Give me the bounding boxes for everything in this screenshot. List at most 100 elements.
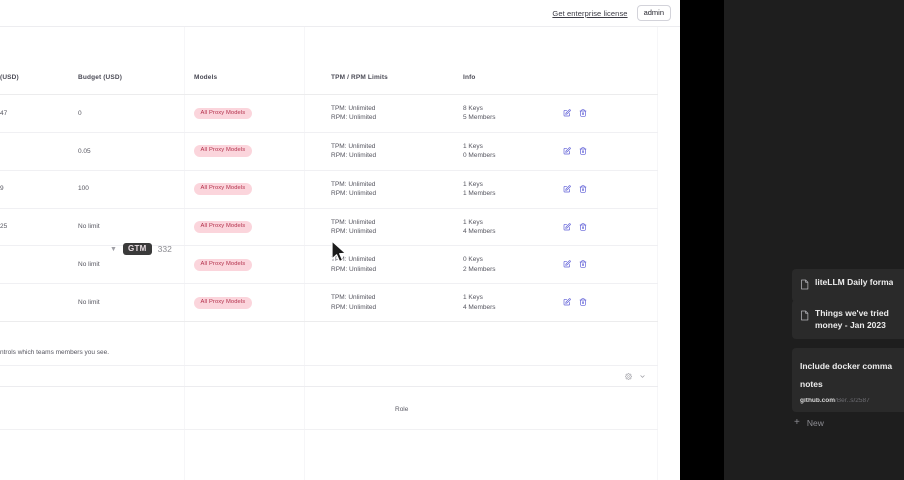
cell-budget: 0.05: [78, 131, 194, 171]
cell-actions: [563, 131, 658, 171]
column-header-models: Models: [194, 74, 218, 81]
models-badge: All Proxy Models: [194, 145, 252, 158]
teams-table-body: 47 0 All Proxy Models TPM: Unlimited RPM: Un…: [0, 94, 658, 323]
column-header-budget: Budget (USD): [78, 74, 123, 81]
notes-group-tag[interactable]: GTM: [122, 243, 152, 255]
cell-info: 0 Keys 2 Members: [463, 245, 563, 284]
cell-models: All Proxy Models: [194, 169, 331, 209]
rpm-limit: RPM: Unlimited: [331, 114, 377, 122]
caret-down-icon[interactable]: ▼: [110, 245, 117, 253]
plus-icon: +: [794, 417, 800, 428]
edit-pencil-icon[interactable]: [563, 260, 571, 268]
cell-actions: [563, 245, 658, 284]
cell-actions: [563, 283, 658, 323]
table-row[interactable]: 9 100 All Proxy Models TPM: Unlimited RPM: U…: [0, 169, 658, 209]
table-row[interactable]: 0.05 All Proxy Models TPM: Unlimited RPM: U…: [0, 131, 658, 171]
trash-icon[interactable]: [579, 109, 587, 117]
keys-count: 1 Keys: [463, 180, 483, 188]
trash-icon[interactable]: [579, 298, 587, 306]
cell-spend: 25: [0, 207, 78, 246]
keys-count: 1 Keys: [463, 218, 483, 226]
cell-limits: TPM: Unlimited RPM: Unlimited: [331, 245, 463, 284]
budget-value: 0: [78, 109, 82, 117]
keys-count: 0 Keys: [463, 256, 483, 264]
note-link-title: Include docker comma notes: [800, 361, 893, 389]
notes-group-header[interactable]: ▼ GTM 332: [110, 243, 172, 255]
spend-value: 25: [0, 223, 8, 231]
members-count: 2 Members: [463, 265, 496, 273]
table-row[interactable]: No limit All Proxy Models TPM: Unlimited RP…: [0, 245, 658, 284]
teams-table-container: (USD) Budget (USD) Models TPM / RPM Limi…: [0, 74, 658, 323]
edit-pencil-icon[interactable]: [563, 147, 571, 155]
budget-value: No limit: [78, 298, 100, 306]
rpm-limit: RPM: Unlimited: [331, 265, 377, 273]
cell-budget: No limit: [78, 207, 194, 246]
rpm-limit: RPM: Unlimited: [331, 152, 377, 160]
members-count: 0 Members: [463, 152, 496, 160]
note-item[interactable]: Things we've tried money - Jan 2023: [792, 300, 904, 339]
tpm-limit: TPM: Unlimited: [331, 142, 376, 150]
edit-pencil-icon[interactable]: [563, 184, 571, 193]
table-row[interactable]: 47 0 All Proxy Models TPM: Unlimited RPM: Un…: [0, 94, 658, 133]
spend-value: 47: [0, 109, 8, 117]
cell-limits: TPM: Unlimited RPM: Unlimited: [331, 131, 463, 171]
cell-spend: 47: [0, 94, 78, 133]
column-header-actions: [563, 74, 658, 95]
edit-pencil-icon[interactable]: [563, 298, 571, 306]
budget-value: 0.05: [78, 147, 91, 155]
tpm-limit: TPM: Unlimited: [331, 218, 376, 226]
top-bar: Get enterprise license admin: [0, 0, 680, 27]
cell-models: All Proxy Models: [194, 131, 331, 171]
tpm-limit: TPM: Unlimited: [331, 256, 376, 264]
cell-budget: 100: [78, 169, 194, 209]
keys-count: 1 Keys: [463, 142, 483, 150]
column-header-limits: TPM / RPM Limits: [331, 74, 388, 81]
admin-account-button[interactable]: admin: [636, 4, 671, 22]
models-badge: All Proxy Models: [194, 107, 252, 120]
members-column-header-2: [200, 392, 395, 430]
trash-icon[interactable]: [579, 260, 587, 269]
note-link-path: /Ber..s/2587: [835, 398, 870, 404]
chevron-down-icon[interactable]: [639, 367, 646, 385]
document-icon: [800, 277, 809, 295]
cell-limits: TPM: Unlimited RPM: Unlimited: [331, 207, 463, 246]
note-title: liteLLM Daily forma: [815, 277, 894, 287]
edit-pencil-icon[interactable]: [563, 222, 571, 231]
teams-header-row: (USD) Budget (USD) Models TPM / RPM Limi…: [0, 74, 658, 95]
note-link-item[interactable]: Include docker comma notes github.com/Be…: [792, 348, 904, 412]
new-note-label: New: [806, 417, 824, 428]
models-badge: All Proxy Models: [194, 296, 252, 309]
rpm-limit: RPM: Unlimited: [331, 190, 377, 198]
models-badge: All Proxy Models: [194, 221, 252, 233]
members-count: 1 Members: [463, 190, 496, 198]
cell-models: All Proxy Models: [194, 94, 331, 133]
get-enterprise-license-link[interactable]: Get enterprise license: [552, 8, 628, 18]
teams-table-head: (USD) Budget (USD) Models TPM / RPM Limi…: [0, 74, 658, 95]
trash-icon[interactable]: [579, 185, 587, 193]
models-badge: All Proxy Models: [194, 183, 252, 195]
gear-icon[interactable]: [625, 367, 632, 385]
trash-icon[interactable]: [579, 147, 587, 155]
edit-pencil-icon[interactable]: [563, 109, 571, 117]
cell-actions: [563, 207, 658, 246]
cell-budget: No limit: [78, 245, 194, 284]
notes-group-count: 332: [157, 243, 172, 254]
members-count: 5 Members: [463, 114, 496, 122]
budget-value: No limit: [78, 223, 100, 231]
models-badge: All Proxy Models: [194, 258, 252, 271]
tpm-limit: TPM: Unlimited: [331, 180, 376, 188]
table-row[interactable]: 25 No limit All Proxy Models TPM: Unlimited…: [0, 207, 658, 246]
trash-icon[interactable]: [579, 222, 587, 231]
note-link-url[interactable]: github.com/Ber..s/2587: [800, 398, 904, 405]
cell-info: 1 Keys 4 Members: [463, 283, 563, 323]
table-row[interactable]: No limit All Proxy Models TPM: Unlimited RP…: [0, 283, 658, 323]
members-table-head: Role: [0, 392, 658, 430]
new-note-button[interactable]: + New: [794, 418, 824, 428]
table-settings-strip: [0, 365, 658, 387]
members-header-row: Role: [0, 392, 658, 430]
cell-info: 1 Keys 1 Members: [463, 169, 563, 209]
note-item[interactable]: liteLLM Daily forma: [792, 269, 904, 302]
members-helper-text: ntrols which teams members you see.: [0, 349, 110, 356]
note-title: Things we've tried money - Jan 2023: [815, 308, 889, 331]
rpm-limit: RPM: Unlimited: [331, 227, 377, 235]
